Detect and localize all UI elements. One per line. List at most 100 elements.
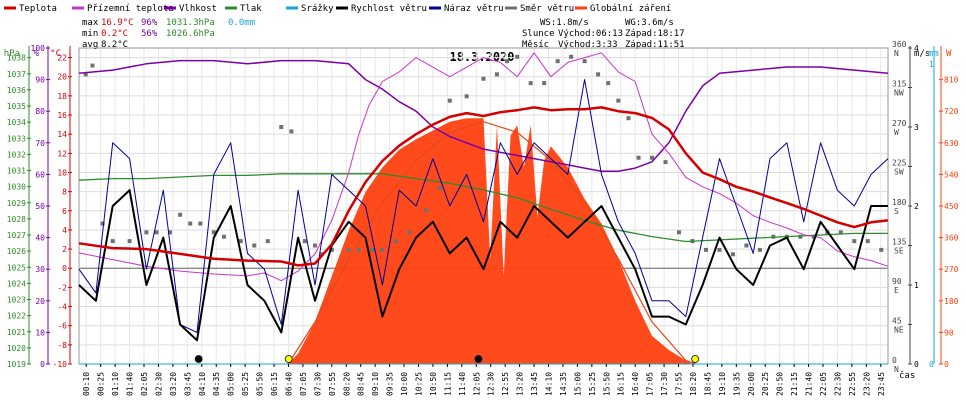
sunrise-marker [284,355,293,363]
humidity-axis-tick-label: 30 [35,265,45,274]
humidity-axis-tick-label: 90 [35,76,45,85]
moon-label: Měsíc [522,40,549,50]
temperature-axis-tick-label: 2 [62,245,67,254]
temperature-axis-tick-label: 6 [62,207,67,216]
temperature-axis-tick-label: 10 [57,168,67,177]
wind-direction-point [582,59,587,64]
wind-direction-point [542,81,547,86]
wind-direction-point [252,243,257,248]
clear-sky-radiation-curve [287,121,697,365]
moon-rise-marker [194,355,203,363]
legend-label: Srážky [301,4,334,14]
temperature-axis-tick-label: 12 [57,149,67,158]
temperature-axis-tick-label: -2 [57,283,67,292]
pressure-axis-tick-label: 1031 [7,167,26,176]
radiation-axis-tick-label: 180 [944,297,959,306]
humidity-axis-tick-label: 60 [35,170,45,179]
pressure-axis-tick-label: 1022 [7,312,26,321]
stats-avg-label: avg [82,40,98,50]
radiation-axis-tick-label: 810 [944,76,959,85]
x-tick-label: 17:05 [646,372,655,396]
legend-label: Směr větru [520,4,574,14]
wind-direction-point [380,247,385,252]
chart-legend: Teplota Přízemní teplota Vlhkost Tlak Srážky… [4,4,671,14]
x-tick-label: 20:25 [761,372,770,396]
wind-direction-point [188,221,193,226]
wind-direction-cardinal-label: S [894,207,899,216]
pressure-axis-unit: hPa [4,49,20,59]
wind-direction-point [798,234,803,239]
pressure-axis-tick-label: 1036 [7,86,26,95]
x-tick-label: 19:10 [718,372,727,396]
wind-axis-tick-label: 2 [914,202,919,211]
wind-direction-point [616,98,621,103]
wind-direction-point [569,54,574,59]
wind-direction-tick-label: 45 [892,317,902,326]
humidity-axis-tick-label: 100 [31,44,46,53]
x-tick-label: 22:55 [848,372,857,396]
legend-label: Přízemní teplota [87,4,174,14]
x-tick-label: 04:35 [212,372,221,396]
wind-direction-tick-label: 90 [892,277,902,286]
wind-direction-cardinal-label: NW [894,89,904,98]
x-tick-label: 11:15 [443,372,452,396]
x-tick-label: 06:15 [270,372,279,396]
wind-direction-point [127,239,132,244]
x-tick-label: 08:20 [342,372,351,396]
pressure-axis-tick-label: 1025 [7,263,26,272]
wind-gust-readout: WG:3.6m/s [625,18,674,28]
temperature-axis-tick-label: 14 [57,130,67,139]
x-tick-label: 03:20 [169,372,178,396]
wind-direction-point [606,81,611,86]
sun-label: Slunce [522,29,555,39]
rain-axis-tick-label: 0 [929,360,934,369]
legend-label: Rychlost větru [351,4,427,14]
legend-label: Náraz větru [444,4,504,14]
x-tick-label: 02:30 [154,372,163,396]
x-tick-label: 01:10 [111,372,120,396]
x-tick-label: 00:25 [97,372,106,396]
stats-max-press: 1031.3hPa [166,18,215,28]
x-tick-label: 02:05 [140,372,149,396]
temperature-axis-tick-label: -10 [53,360,68,369]
wind-direction-point [505,59,510,64]
stats-min-temp: 0.2°C [101,29,128,39]
stats-max-temp: 16.9°C [101,18,134,28]
pressure-axis-tick-label: 1021 [7,328,26,337]
humidity-axis-tick-label: 40 [35,234,45,243]
temperature-axis-tick-label: 0 [62,264,67,273]
humidity-line [78,59,889,172]
x-tick-label: 18:45 [703,372,712,396]
wind-direction-point [178,212,183,217]
wind-direction-tick-label: 135 [892,238,907,247]
x-tick-label: 14:10 [545,372,554,396]
sunset-time: Západ:18:17 [625,29,685,39]
radiation-axis-tick-label: 630 [944,139,959,148]
wind-direction-point [90,63,95,68]
x-axis-ticks: 00:10 00:25 01:10 01:40 02:05 02:30 03:20 03:45… [82,364,886,396]
x-tick-label: 20:50 [776,372,785,396]
stats-min-hum: 56% [141,29,158,39]
x-axis-label: čas [899,370,915,381]
x-tick-label: 12:05 [472,372,481,396]
x-tick-label: 15:00 [573,372,582,396]
wind-direction-point [437,186,442,191]
pressure-axis-tick-label: 1034 [7,118,26,127]
wind-direction-point [717,247,722,252]
temperature-axis-tick-label: -6 [57,322,67,331]
x-tick-label: 00:10 [82,372,91,396]
wind-direction-point [626,116,631,121]
temperature-axis-tick-label: 22 [57,54,67,63]
stats-max-hum: 96% [141,18,158,28]
legend-label: Vlhkost [179,4,217,14]
wind-direction-point [329,247,334,252]
temperature-axis-tick-label: 16 [57,111,67,120]
humidity-axis-tick-label: 10 [35,328,45,337]
wind-direction-point [279,125,284,129]
x-tick-label: 05:00 [227,372,236,396]
radiation-axis-tick-label: 0 [944,360,949,369]
wind-gust-line [78,79,889,333]
wind-direction-point [168,230,173,235]
